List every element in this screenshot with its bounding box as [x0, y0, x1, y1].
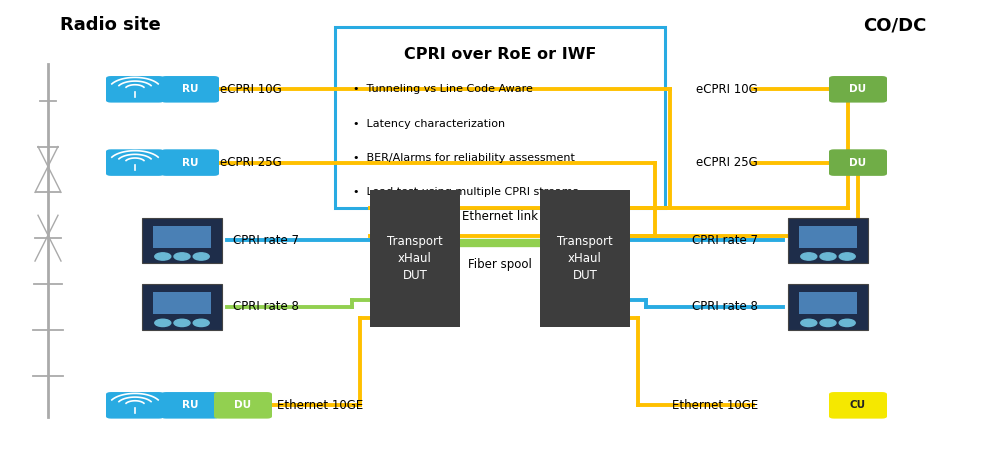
- Circle shape: [193, 253, 209, 260]
- Bar: [788, 284, 868, 330]
- Text: Ethernet 10GE: Ethernet 10GE: [277, 399, 363, 412]
- Circle shape: [801, 253, 817, 260]
- Bar: [153, 226, 211, 248]
- FancyBboxPatch shape: [106, 149, 164, 176]
- Text: eCPRI 25G: eCPRI 25G: [696, 156, 758, 169]
- Text: RU: RU: [182, 84, 198, 94]
- Text: Transport
xHaul
DUT: Transport xHaul DUT: [557, 235, 613, 282]
- Bar: [142, 218, 222, 263]
- Circle shape: [155, 319, 171, 327]
- Text: Radio site: Radio site: [60, 16, 160, 34]
- Text: Ethernet 10GE: Ethernet 10GE: [672, 399, 758, 412]
- FancyBboxPatch shape: [161, 149, 219, 176]
- Text: eCPRI 25G: eCPRI 25G: [220, 156, 282, 169]
- Bar: [799, 226, 857, 248]
- FancyBboxPatch shape: [106, 392, 164, 419]
- Bar: [799, 292, 857, 314]
- Text: CPRI rate 7: CPRI rate 7: [233, 234, 299, 247]
- Text: CPRI rate 8: CPRI rate 8: [233, 300, 299, 313]
- Text: DU: DU: [234, 400, 252, 410]
- Text: eCPRI 10G: eCPRI 10G: [696, 83, 758, 96]
- Circle shape: [820, 319, 836, 327]
- FancyBboxPatch shape: [829, 392, 887, 419]
- Text: CPRI rate 7: CPRI rate 7: [692, 234, 758, 247]
- Text: CU: CU: [850, 400, 866, 410]
- Text: Ethernet link: Ethernet link: [462, 210, 538, 223]
- Text: DU: DU: [849, 158, 867, 168]
- Text: Transport
xHaul
DUT: Transport xHaul DUT: [387, 235, 443, 282]
- Text: CO/DC: CO/DC: [863, 16, 927, 34]
- FancyBboxPatch shape: [161, 76, 219, 103]
- Bar: [153, 292, 211, 314]
- Bar: [540, 190, 630, 327]
- Bar: [788, 218, 868, 263]
- FancyBboxPatch shape: [161, 392, 219, 419]
- FancyBboxPatch shape: [829, 149, 887, 176]
- Circle shape: [801, 319, 817, 327]
- Circle shape: [839, 319, 855, 327]
- Circle shape: [174, 319, 190, 327]
- Bar: [142, 284, 222, 330]
- Circle shape: [174, 253, 190, 260]
- FancyBboxPatch shape: [214, 392, 272, 419]
- Text: DU: DU: [849, 84, 867, 94]
- Bar: [370, 190, 460, 327]
- FancyBboxPatch shape: [106, 76, 164, 103]
- Circle shape: [193, 319, 209, 327]
- Circle shape: [839, 253, 855, 260]
- Text: •  Load test using multiple CPRI streams: • Load test using multiple CPRI streams: [353, 187, 578, 197]
- Circle shape: [820, 253, 836, 260]
- FancyBboxPatch shape: [335, 27, 665, 208]
- Text: CPRI over RoE or IWF: CPRI over RoE or IWF: [404, 47, 596, 61]
- Text: CPRI rate 8: CPRI rate 8: [692, 300, 758, 313]
- Text: •  Latency characterization: • Latency characterization: [353, 119, 505, 129]
- Circle shape: [155, 253, 171, 260]
- Text: RU: RU: [182, 400, 198, 410]
- FancyBboxPatch shape: [829, 76, 887, 103]
- Text: Fiber spool: Fiber spool: [468, 258, 532, 271]
- Text: •  BER/Alarms for reliability assessment: • BER/Alarms for reliability assessment: [353, 153, 575, 163]
- Text: RU: RU: [182, 158, 198, 168]
- Text: eCPRI 10G: eCPRI 10G: [220, 83, 282, 96]
- Text: •  Tunneling vs Line Code Aware: • Tunneling vs Line Code Aware: [353, 84, 533, 94]
